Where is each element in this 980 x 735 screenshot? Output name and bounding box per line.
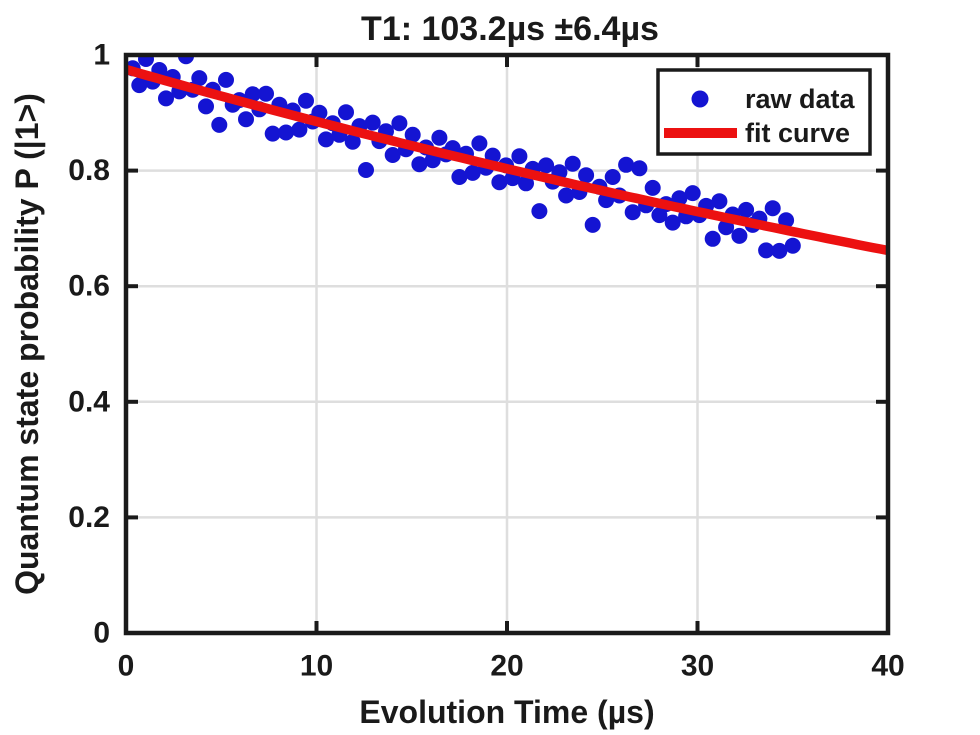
- data-point: [604, 169, 621, 185]
- data-point: [738, 201, 755, 218]
- data-point: [451, 169, 468, 185]
- data-point: [431, 129, 448, 146]
- data-point: [518, 175, 534, 192]
- data-point: [731, 227, 748, 244]
- data-point: [778, 212, 795, 229]
- data-point: [764, 200, 781, 217]
- data-point: [258, 85, 274, 102]
- data-point: [578, 167, 595, 184]
- data-point: [664, 214, 681, 231]
- data-point: [584, 216, 601, 233]
- data-point: [411, 156, 428, 173]
- data-point: [704, 230, 721, 247]
- data-point: [338, 104, 354, 121]
- data-point: [624, 204, 641, 221]
- data-point: [511, 148, 528, 165]
- y-tick-label: 0.6: [68, 270, 110, 303]
- data-point: [491, 174, 508, 191]
- x-tick-label: 0: [118, 650, 135, 683]
- fit-curve-line: [126, 64, 888, 256]
- data-point: [238, 111, 254, 128]
- data-point: [784, 237, 801, 254]
- data-point: [391, 115, 408, 132]
- legend-entry-raw-data: raw data: [691, 84, 856, 114]
- data-point: [471, 135, 488, 152]
- raw-data-marker-icon: [691, 90, 709, 108]
- y-tick-label: 1: [93, 39, 110, 72]
- data-point: [244, 86, 261, 103]
- data-point: [711, 193, 728, 210]
- data-point: [298, 92, 314, 109]
- data-point: [538, 157, 555, 174]
- y-tick-label: 0.2: [68, 501, 110, 534]
- data-point: [404, 126, 421, 143]
- data-point: [631, 160, 648, 177]
- x-tick-label: 30: [681, 650, 714, 683]
- y-axis-label: Quantum state probability P (|1>): [9, 93, 45, 595]
- data-point: [278, 124, 294, 141]
- data-point: [138, 55, 154, 67]
- x-tick-label: 20: [490, 650, 523, 683]
- legend-label-fit-curve: fit curve: [745, 118, 850, 148]
- data-point: [558, 187, 575, 204]
- data-point: [464, 164, 481, 181]
- data-point: [531, 203, 548, 220]
- chart-title: T1: 103.2µs ±6.4µs: [361, 10, 659, 48]
- data-point: [644, 179, 661, 196]
- x-tick-label: 40: [871, 650, 904, 683]
- data-point: [158, 90, 174, 107]
- data-point: [218, 71, 234, 88]
- x-tick-label: 10: [300, 650, 333, 683]
- y-tick-label: 0: [93, 617, 110, 650]
- data-point: [211, 116, 228, 133]
- data-point: [318, 131, 334, 148]
- legend-box: [656, 68, 872, 156]
- data-point: [771, 242, 788, 259]
- legend-label-raw-data: raw data: [745, 84, 856, 114]
- y-tick-label: 0.8: [68, 154, 110, 187]
- data-point: [384, 147, 401, 163]
- data-point: [564, 155, 581, 172]
- data-point: [364, 114, 381, 131]
- data-point: [131, 77, 148, 94]
- data-point: [684, 185, 701, 202]
- data-point: [358, 162, 374, 178]
- data-point: [178, 55, 194, 65]
- x-axis-label: Evolution Time (µs): [359, 694, 654, 730]
- axes-box: [123, 52, 891, 636]
- data-point: [618, 156, 635, 173]
- data-point: [191, 70, 208, 87]
- legend-entry-fit-curve: fit curve: [664, 118, 850, 148]
- data-point: [291, 121, 308, 138]
- y-tick-label: 0.4: [68, 385, 110, 418]
- x-tick-labels: 0 10 20 30 40: [118, 650, 905, 683]
- data-point: [198, 98, 214, 115]
- y-tick-labels: 0 0.2 0.4 0.6 0.8 1: [68, 39, 110, 650]
- data-point: [758, 242, 775, 259]
- data-point: [264, 125, 281, 142]
- legend: raw data fit curve: [656, 68, 872, 156]
- data-point: [344, 133, 361, 150]
